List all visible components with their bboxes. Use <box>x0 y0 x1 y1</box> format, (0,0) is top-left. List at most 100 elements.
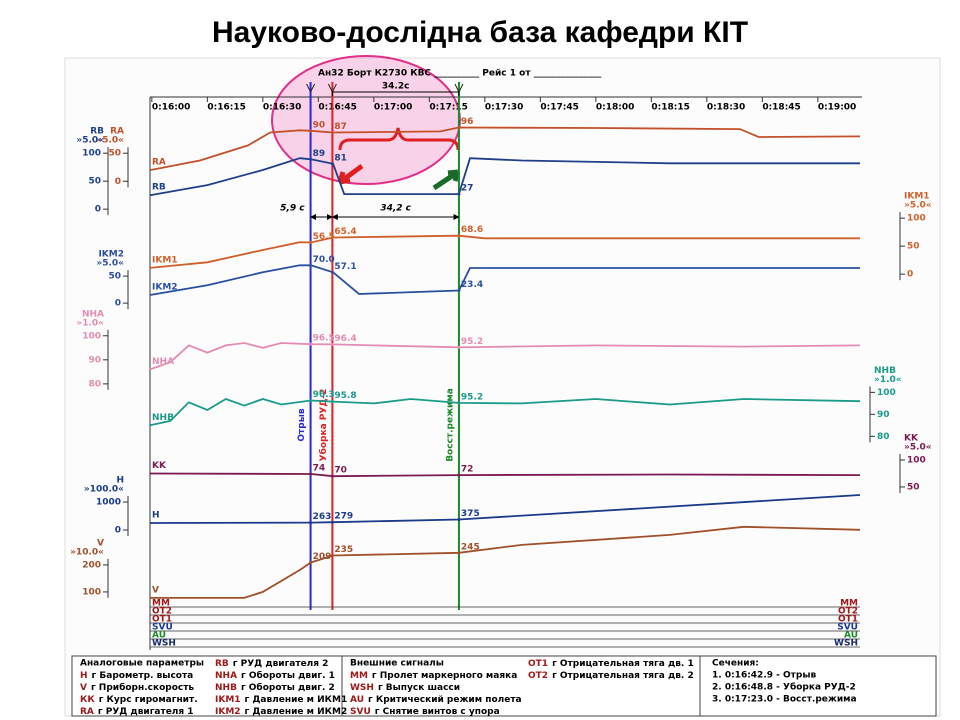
reading-point <box>309 129 313 133</box>
axis-tick-label: 100 <box>907 214 926 224</box>
axis-tick-label: 100 <box>82 149 101 159</box>
header-bracket <box>331 91 460 96</box>
brace <box>338 127 460 151</box>
reading-point <box>309 560 313 564</box>
chart-header: Ан32 Борт К2730 КВС __________ Рейс 1 от… <box>318 69 602 79</box>
signal-label-right: OT1 <box>838 615 858 625</box>
event-label: Уборка РУД-2 <box>318 389 329 462</box>
trace <box>149 472 861 478</box>
legend-desc: г Снятие винтов с упора <box>375 707 500 717</box>
green-arrow <box>432 169 461 191</box>
axis-tick-label: 100 <box>82 331 101 341</box>
axis-title: H <box>116 476 124 486</box>
legend-item: NHB г Обороты двиг. 2 <box>215 682 335 693</box>
x-tick-label: 0:17:00 <box>374 103 413 113</box>
axis-tick-label: 0 <box>95 205 101 215</box>
legend-title: Аналоговые параметры <box>80 659 204 669</box>
reading-label: 96.5 <box>313 334 335 344</box>
legend-desc: г Отрицательная тяга дв. 2 <box>552 671 694 681</box>
trace-name: H <box>152 511 160 521</box>
legend-code: SVU <box>350 707 371 717</box>
legend-item: SVU г Снятие винтов с упора <box>350 707 500 717</box>
legend-code: WSH <box>350 683 374 693</box>
reading-label: 27 <box>461 184 474 194</box>
legend-item: MM г Пролет маркерного маяка <box>350 671 517 681</box>
reading-label: 235 <box>334 545 353 555</box>
axis-scale: »5.0« <box>76 136 104 146</box>
x-tick-label: 0:18:00 <box>596 103 635 113</box>
axis-tick-label: 100 <box>877 388 896 398</box>
axis-title: RA <box>110 127 124 137</box>
reading-label: 87 <box>334 122 347 132</box>
axis-scale: »1.0« <box>874 375 902 385</box>
legend-code: IKM1 <box>215 695 241 705</box>
trace-name: RB <box>152 183 166 193</box>
reading-label: 209 <box>313 552 332 562</box>
legend-title: Сечения: <box>712 659 759 669</box>
reading-point <box>330 520 334 524</box>
legend-code: NHA <box>215 671 237 681</box>
legend-code: RA <box>80 707 94 717</box>
legend-item: AU г Критический режим полета <box>350 695 522 705</box>
reading-label: 96.3 <box>313 390 335 400</box>
axis-title: NHA <box>82 309 104 319</box>
legend-item: WSH г Выпуск шасси <box>350 683 460 693</box>
signal-label: SVU <box>152 623 173 633</box>
reading-point <box>309 342 313 346</box>
signal-label: OT2 <box>152 607 172 617</box>
trace-name: IKM2 <box>152 283 178 293</box>
x-tick-label: 0:16:00 <box>152 103 191 113</box>
reading-point <box>330 474 334 478</box>
legend-desc: г Критический режим полета <box>368 695 522 705</box>
x-tick-label: 0:18:30 <box>707 103 746 113</box>
legend-item: IKM1 г Давление м ИКМ1 <box>215 695 347 705</box>
legend-desc: г Пролет маркерного маяка <box>372 671 517 681</box>
trace <box>149 398 861 427</box>
reading-point <box>330 553 334 557</box>
x-tick-label: 0:18:15 <box>651 103 690 113</box>
reading-label: 70.0 <box>313 255 335 265</box>
reading-label: 96 <box>461 117 474 127</box>
legend-desc: г Выпуск шасси <box>378 683 460 693</box>
legend-code: MM <box>350 671 368 681</box>
signal-label-right: SVU <box>837 623 858 633</box>
legend-desc: г Курс гиромагнит. <box>99 695 198 705</box>
x-tick-label: 0:17:15 <box>429 103 468 113</box>
axis-tick-label: 50 <box>907 242 920 252</box>
reading-point <box>309 263 313 267</box>
legend-code: IKM2 <box>215 707 241 717</box>
axis-title: RB <box>90 127 104 137</box>
reading-point <box>330 400 334 404</box>
axis-tick-label: 100 <box>82 587 101 597</box>
signal-label-right: WSH <box>834 639 858 649</box>
axis-scale: »10.0« <box>70 547 104 557</box>
reading-label: 96.4 <box>334 334 356 344</box>
axis-tick-label: 0 <box>907 270 913 280</box>
reading-label: 74 <box>313 464 326 474</box>
reading-point <box>457 192 461 196</box>
axis-tick-label: 50 <box>108 149 121 159</box>
legend-desc: г Отрицательная тяга дв. 1 <box>552 659 694 669</box>
legend-desc: г РУД двигателя 2 <box>233 659 329 669</box>
trace-name: NHA <box>152 357 174 367</box>
legend-desc: г Обороты двиг. 2 <box>241 682 335 693</box>
reading-label: 65.4 <box>334 227 356 237</box>
x-tick-label: 0:17:45 <box>540 103 579 113</box>
reading-point <box>309 521 313 525</box>
reading-point <box>457 518 461 522</box>
legend-item: NHA г Обороты двиг. 1 <box>215 670 335 681</box>
axis-tick-label: 50 <box>907 482 920 492</box>
reading-point <box>330 162 334 166</box>
reading-point <box>309 472 313 476</box>
axis-tick-label: 0 <box>115 526 121 536</box>
reading-label: 23.4 <box>461 280 483 290</box>
reading-label: 90 <box>313 120 326 130</box>
trace-name: NHB <box>152 413 174 423</box>
trace-name: V <box>152 585 159 595</box>
axis-tick-label: 90 <box>877 410 890 420</box>
legend-item: OT1 г Отрицательная тяга дв. 1 <box>528 659 694 669</box>
reading-point <box>330 235 334 239</box>
axis-tick-label: 50 <box>88 177 101 187</box>
red-arrow <box>337 163 364 185</box>
